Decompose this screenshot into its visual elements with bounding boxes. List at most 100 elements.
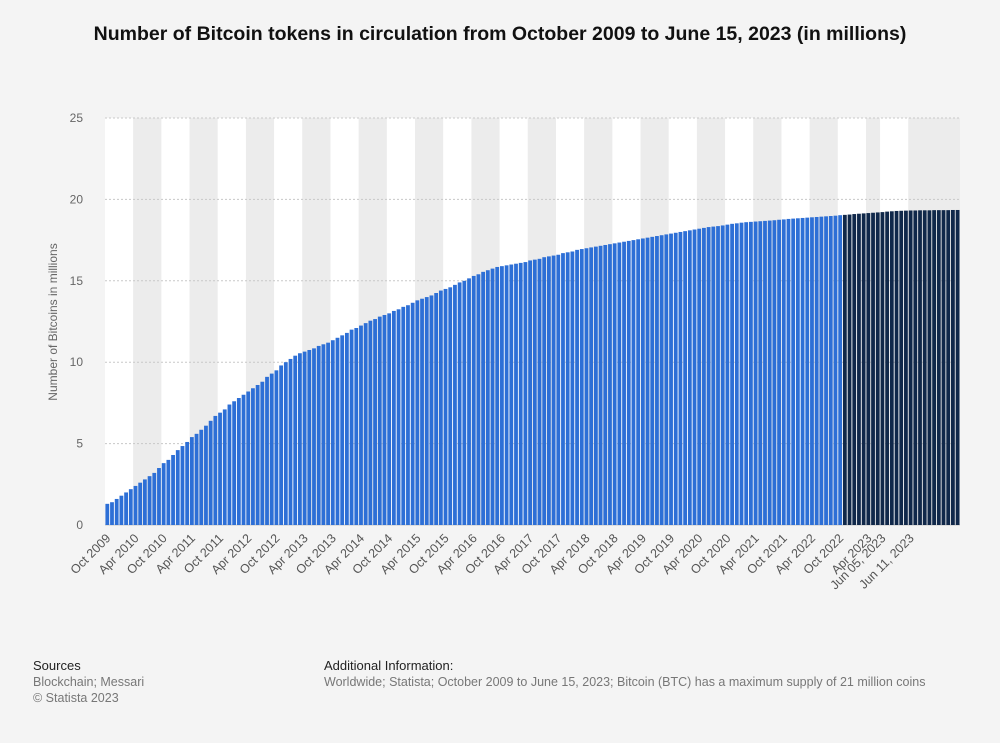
bar[interactable] xyxy=(593,246,598,525)
bar[interactable] xyxy=(777,219,781,525)
bar[interactable] xyxy=(175,450,180,525)
bar[interactable] xyxy=(171,454,175,525)
bar[interactable] xyxy=(147,476,152,525)
bar[interactable] xyxy=(213,415,218,525)
bar[interactable] xyxy=(490,268,495,525)
bar[interactable] xyxy=(532,259,537,525)
bar[interactable] xyxy=(128,489,133,525)
bar[interactable] xyxy=(528,260,532,525)
bar[interactable] xyxy=(763,220,767,526)
bar[interactable] xyxy=(415,300,420,525)
bar[interactable] xyxy=(875,212,880,525)
bar[interactable] xyxy=(885,211,890,526)
bar[interactable] xyxy=(377,316,382,525)
bar[interactable] xyxy=(368,320,373,525)
bar[interactable] xyxy=(626,240,631,525)
bar[interactable] xyxy=(842,214,847,525)
bar[interactable] xyxy=(603,244,608,525)
bar[interactable] xyxy=(241,394,246,525)
bar[interactable] xyxy=(349,329,354,525)
bar[interactable] xyxy=(608,244,612,526)
bar[interactable] xyxy=(889,211,894,525)
bar[interactable] xyxy=(669,233,673,525)
bar[interactable] xyxy=(565,252,570,525)
bar[interactable] xyxy=(725,224,730,525)
bar[interactable] xyxy=(636,239,641,525)
bar[interactable] xyxy=(598,245,603,525)
bar[interactable] xyxy=(814,216,819,525)
bar[interactable] xyxy=(640,238,645,526)
bar[interactable] xyxy=(138,482,143,525)
bar[interactable] xyxy=(781,219,786,526)
bar[interactable] xyxy=(227,404,232,525)
bar[interactable] xyxy=(448,287,453,525)
bar[interactable] xyxy=(716,226,720,526)
bar[interactable] xyxy=(673,232,678,526)
bar[interactable] xyxy=(406,305,410,525)
bar[interactable] xyxy=(307,349,312,525)
bar[interactable] xyxy=(420,298,424,525)
bar[interactable] xyxy=(189,437,194,525)
bar[interactable] xyxy=(424,297,429,525)
bar[interactable] xyxy=(828,216,833,525)
bar[interactable] xyxy=(537,258,542,525)
bar[interactable] xyxy=(401,306,406,525)
bar[interactable] xyxy=(185,441,190,525)
bar[interactable] xyxy=(918,210,922,525)
bar[interactable] xyxy=(655,236,659,525)
bar[interactable] xyxy=(706,227,711,526)
bar[interactable] xyxy=(222,409,227,525)
bar[interactable] xyxy=(246,391,251,525)
bar[interactable] xyxy=(354,328,359,525)
bar[interactable] xyxy=(481,271,486,525)
bar[interactable] xyxy=(659,235,664,525)
bar[interactable] xyxy=(251,388,255,525)
bar[interactable] xyxy=(265,376,269,525)
bar[interactable] xyxy=(758,221,763,525)
bar[interactable] xyxy=(119,495,124,525)
bar[interactable] xyxy=(180,446,185,525)
bar[interactable] xyxy=(260,381,265,525)
bar[interactable] xyxy=(373,319,377,525)
bar[interactable] xyxy=(523,262,528,525)
bar[interactable] xyxy=(927,210,932,525)
bar[interactable] xyxy=(434,293,439,525)
bar[interactable] xyxy=(932,210,937,525)
bar[interactable] xyxy=(951,209,955,525)
bar[interactable] xyxy=(946,210,951,525)
bar[interactable] xyxy=(255,384,260,525)
bar[interactable] xyxy=(161,463,166,525)
bar[interactable] xyxy=(204,425,208,525)
bar[interactable] xyxy=(819,216,824,525)
bar[interactable] xyxy=(166,459,171,525)
bar[interactable] xyxy=(904,210,908,526)
bar[interactable] xyxy=(274,370,279,525)
bar[interactable] xyxy=(471,275,476,525)
bar[interactable] xyxy=(443,288,448,525)
bar[interactable] xyxy=(664,234,669,526)
bar[interactable] xyxy=(485,270,490,525)
bar[interactable] xyxy=(622,241,626,525)
bar[interactable] xyxy=(579,249,584,525)
bar[interactable] xyxy=(575,249,579,526)
bar[interactable] xyxy=(194,433,199,525)
bar[interactable] xyxy=(124,492,128,525)
bar[interactable] xyxy=(810,217,814,526)
bar[interactable] xyxy=(232,401,237,525)
bar[interactable] xyxy=(133,485,138,525)
bar[interactable] xyxy=(302,351,307,525)
bar[interactable] xyxy=(631,240,636,525)
bar[interactable] xyxy=(908,210,913,525)
bar[interactable] xyxy=(744,222,749,525)
bar[interactable] xyxy=(269,373,274,525)
bar[interactable] xyxy=(438,290,443,525)
bar[interactable] xyxy=(208,420,213,525)
bar[interactable] xyxy=(283,362,288,525)
bar[interactable] xyxy=(387,313,392,525)
bar[interactable] xyxy=(772,220,777,525)
bar[interactable] xyxy=(316,345,321,525)
bar[interactable] xyxy=(645,237,650,525)
bar[interactable] xyxy=(504,265,509,525)
bar[interactable] xyxy=(894,210,899,525)
bar[interactable] xyxy=(748,221,753,525)
